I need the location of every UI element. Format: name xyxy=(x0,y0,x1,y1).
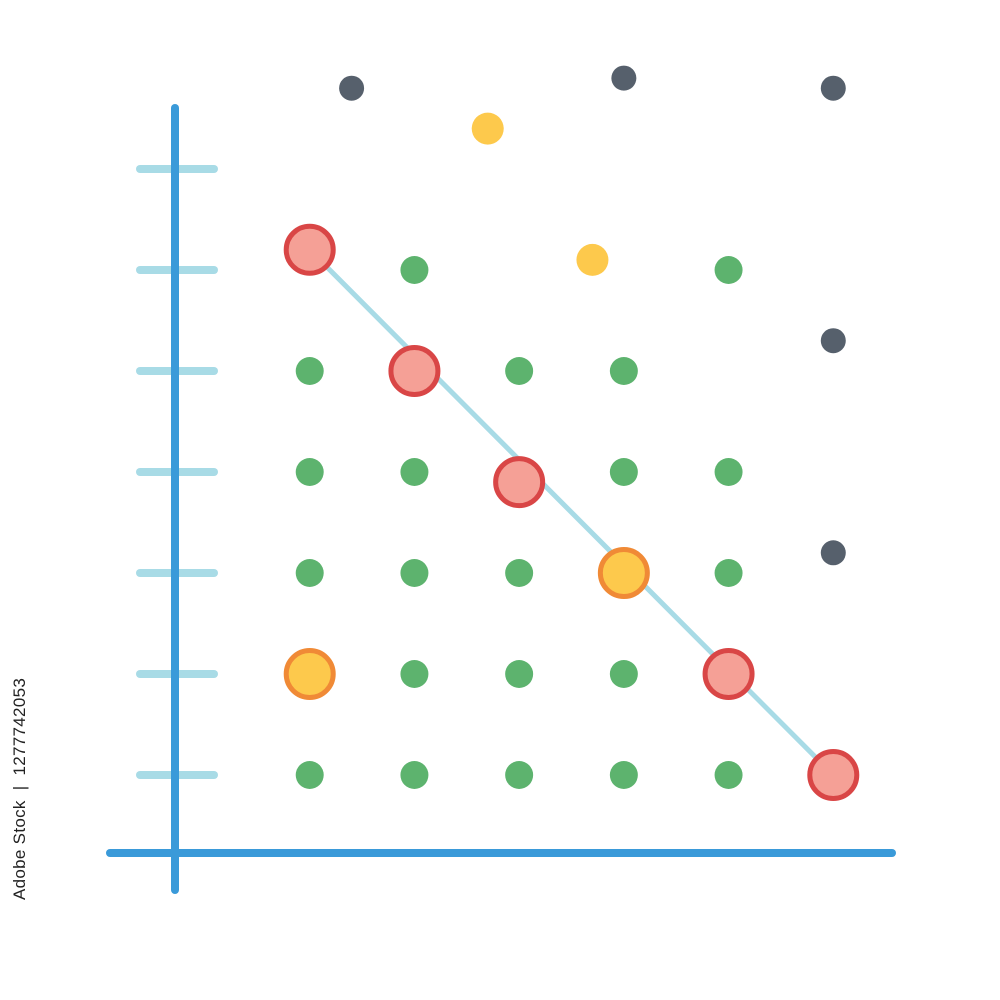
data-point-small-green-dot xyxy=(400,660,429,688)
data-point-small-green-dot xyxy=(505,559,534,587)
data-point-small-yellow-dot xyxy=(576,243,609,276)
data-point-small-navy-dot xyxy=(611,65,637,91)
data-point-large-red-ring xyxy=(493,456,546,509)
data-points xyxy=(283,65,860,801)
data-point-large-red-ring xyxy=(283,223,336,276)
data-point-small-green-dot xyxy=(400,256,429,284)
data-point-small-green-dot xyxy=(505,660,534,688)
data-point-small-green-dot xyxy=(609,761,638,789)
data-point-small-green-dot xyxy=(295,559,324,587)
watermark-brand: Adobe Stock xyxy=(10,800,29,900)
data-point-small-green-dot xyxy=(714,256,743,284)
data-point-small-green-dot xyxy=(295,357,324,385)
data-point-small-yellow-dot xyxy=(471,112,504,145)
data-point-large-red-ring xyxy=(807,749,860,801)
data-point-small-navy-dot xyxy=(820,328,846,354)
watermark-separator: | xyxy=(10,780,29,796)
data-point-small-green-dot xyxy=(714,559,743,587)
watermark-id: 1277742053 xyxy=(10,677,29,776)
data-point-small-green-dot xyxy=(400,559,429,587)
watermark-stock-id: Adobe Stock | 1277742053 xyxy=(10,678,30,900)
data-point-small-green-dot xyxy=(609,458,638,486)
trend-line xyxy=(307,247,836,778)
axes xyxy=(106,104,896,894)
trend-line-layer xyxy=(307,247,836,778)
data-point-large-red-ring xyxy=(388,345,441,397)
data-point-small-green-dot xyxy=(714,761,743,789)
data-point-small-navy-dot xyxy=(339,75,365,101)
data-point-small-navy-dot xyxy=(820,540,846,566)
data-point-small-green-dot xyxy=(295,761,324,789)
data-point-small-green-dot xyxy=(609,357,638,385)
data-point-large-yellow-ring xyxy=(597,547,650,599)
data-point-large-red-ring xyxy=(702,648,755,700)
data-point-small-green-dot xyxy=(400,761,429,789)
data-point-large-yellow-ring xyxy=(283,648,336,700)
data-point-small-green-dot xyxy=(609,660,638,688)
data-point-small-navy-dot xyxy=(820,75,846,101)
data-point-small-green-dot xyxy=(400,458,429,486)
data-point-small-green-dot xyxy=(505,357,534,385)
data-point-small-green-dot xyxy=(295,458,324,486)
data-point-small-green-dot xyxy=(505,761,534,789)
data-point-small-green-dot xyxy=(714,458,743,486)
